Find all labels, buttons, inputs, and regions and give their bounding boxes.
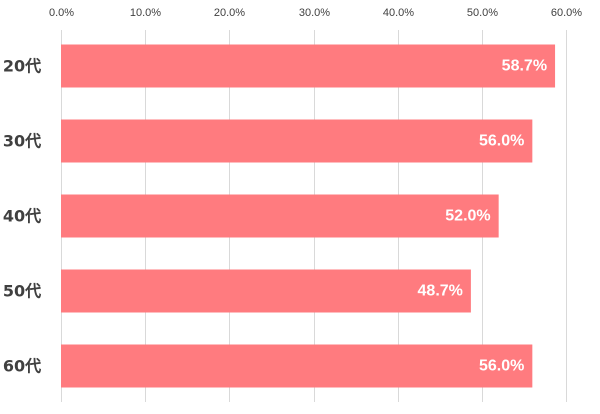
data-label: 58.7% (502, 58, 547, 75)
bar (61, 344, 533, 388)
bar (61, 44, 556, 88)
bar (61, 194, 499, 238)
x-tick-label: 20.0% (214, 7, 245, 19)
category-label: 60代 (3, 357, 41, 376)
x-tick-label: 0.0% (49, 7, 74, 19)
category-labels: 20代 30代 40代 50代 60代 (3, 57, 41, 376)
data-labels: 58.7% 56.0% 52.0% 48.7% 56.0% (418, 58, 548, 375)
data-label: 56.0% (479, 358, 524, 375)
x-tick-label: 40.0% (383, 7, 414, 19)
category-label: 40代 (3, 207, 41, 226)
data-label: 48.7% (418, 283, 463, 300)
x-tick-label: 50.0% (467, 7, 498, 19)
x-axis-tick-labels: 0.0% 10.0% 20.0% 30.0% 40.0% 50.0% 60.0% (49, 7, 582, 19)
category-label: 20代 (3, 57, 41, 76)
x-tick-label: 60.0% (551, 7, 582, 19)
category-label: 30代 (3, 132, 41, 151)
x-tick-label: 10.0% (130, 7, 161, 19)
x-tick-label: 30.0% (299, 7, 330, 19)
bar (61, 119, 533, 163)
data-label: 52.0% (445, 208, 490, 225)
bar (61, 269, 471, 313)
category-label: 50代 (3, 282, 41, 301)
data-label: 56.0% (479, 133, 524, 150)
bars (61, 44, 556, 388)
